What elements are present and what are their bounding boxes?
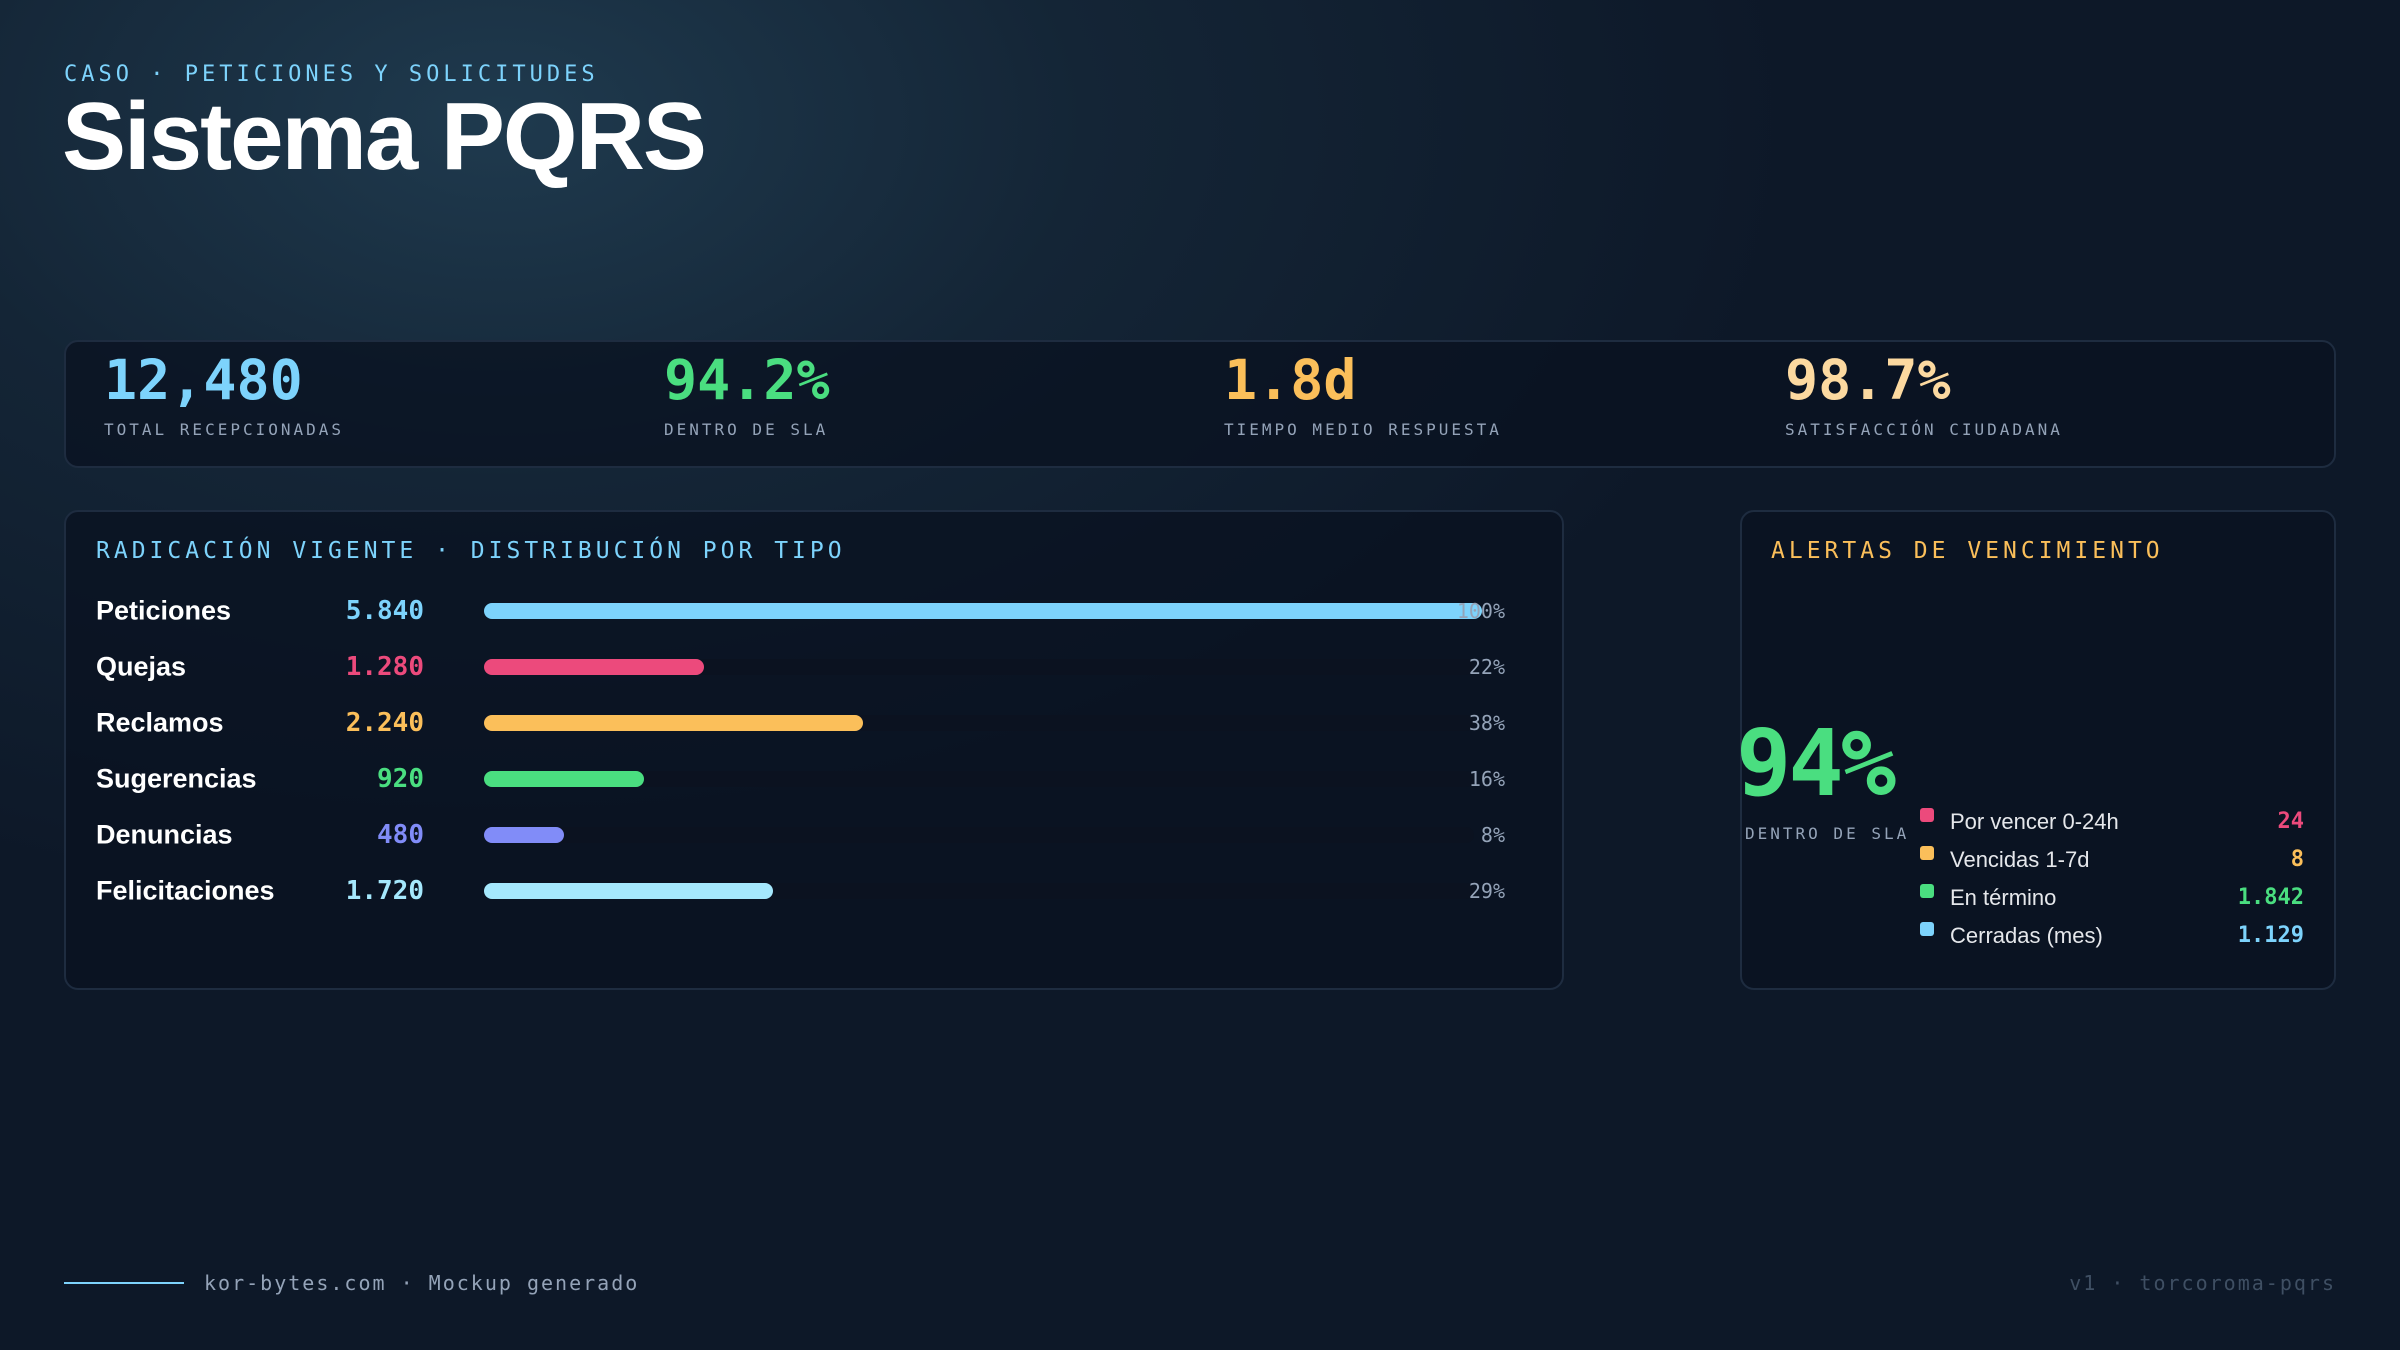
kpi-label: DENTRO DE SLA [664,420,829,439]
title: Sistema PQRS [62,83,707,190]
distribution-panel [64,510,1564,990]
alerts-big-label: DENTRO DE SLA [1745,824,1910,843]
legend-swatch [1920,884,1934,898]
bar-track [484,659,1474,675]
alerts-panel [1740,510,2336,990]
row-value: 2.240 [345,708,424,738]
legend-value: 1.842 [2237,885,2304,910]
row-pct: 22% [1468,655,1505,679]
legend-label: Por vencer 0-24h [1950,809,2119,834]
legend-label: En término [1950,885,2057,910]
row-name: Peticiones [96,595,232,626]
row-pct: 29% [1468,879,1505,903]
kpi-label: TIEMPO MEDIO RESPUESTA [1224,420,1502,439]
bar [484,771,644,787]
alerts-big-value: 94% [1736,710,1896,817]
row-name: Quejas [96,651,187,682]
legend-swatch [1920,808,1934,822]
row-pct: 8% [1480,823,1505,847]
kpi-panel [64,340,2336,468]
bar [484,827,564,843]
kpi-label: TOTAL RECEPCIONADAS [104,420,345,439]
bar-track [484,771,1474,787]
row-name: Denuncias [96,819,233,850]
bar [484,603,1482,619]
kpi-value: 12,480 [104,348,303,412]
row-value: 5.840 [345,596,424,626]
footer-rule [64,1282,184,1284]
alerts-title: ALERTAS DE VENCIMIENTO [1771,538,2164,564]
row-pct: 100% [1456,599,1505,623]
row-name: Sugerencias [96,763,257,794]
bar [484,659,704,675]
bar [484,715,864,731]
row-value: 1.720 [345,876,424,906]
kpi-label: SATISFACCIÓN CIUDADANA [1785,420,2063,439]
legend-label: Vencidas 1-7d [1950,847,2090,872]
row-name: Reclamos [96,707,224,738]
kpi-value: 1.8d [1224,348,1357,412]
legend-swatch [1920,846,1934,860]
distribution-title: RADICACIÓN VIGENTE · DISTRIBUCIÓN POR TI… [96,538,846,564]
footer-right: v1 · torcoroma-pqrs [2069,1271,2336,1295]
legend-value: 8 [2290,847,2304,872]
bar [484,883,774,899]
footer-left: kor-bytes.com · Mockup generado [204,1271,640,1295]
row-pct: 38% [1468,711,1505,735]
legend-label: Cerradas (mes) [1950,923,2103,948]
row-name: Felicitaciones [96,875,275,906]
row-pct: 16% [1468,767,1505,791]
bar-track [484,827,1474,843]
row-value: 480 [377,820,424,850]
kicker: CASO · PETICIONES Y SOLICITUDES [64,62,599,87]
kpi-value: 98.7% [1785,348,1951,412]
legend-value: 24 [2277,809,2305,834]
row-value: 920 [377,764,424,794]
row-value: 1.280 [345,652,424,682]
legend-swatch [1920,922,1934,936]
legend-value: 1.129 [2237,923,2304,948]
kpi-value: 94.2% [664,348,830,412]
